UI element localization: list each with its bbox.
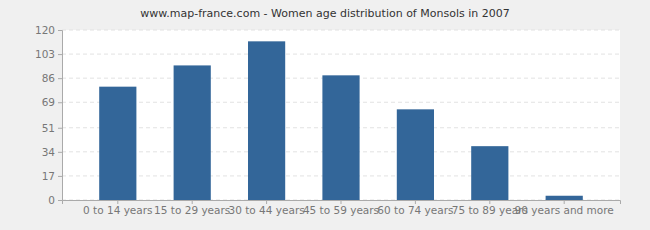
tick-mark	[489, 200, 490, 204]
tick-mark	[564, 200, 565, 204]
tick-label: 17	[42, 170, 55, 182]
bar	[248, 41, 285, 200]
tick: 15 to 29 years	[154, 200, 230, 216]
tick: 30 to 44 years	[229, 200, 305, 216]
grid	[62, 30, 620, 200]
tick-label: 0 to 14 years	[83, 204, 153, 216]
tick-mark	[341, 200, 342, 204]
tick-mark	[415, 200, 416, 204]
axis-line	[58, 31, 63, 201]
tick-label: 45 to 59 years	[303, 204, 379, 216]
tick: 0	[48, 194, 62, 206]
bar	[546, 196, 583, 200]
bar	[174, 65, 211, 200]
tick: 103	[35, 48, 62, 60]
bar	[322, 75, 359, 200]
tick: 45 to 59 years	[303, 200, 379, 216]
title: www.map-france.com - Women age distribut…	[140, 7, 509, 20]
bar	[471, 146, 508, 200]
tick-label: 120	[35, 24, 55, 36]
tick: 34	[42, 146, 62, 158]
tick-mark	[58, 102, 62, 103]
tick-label: 60 to 74 years	[377, 204, 453, 216]
tick-label: 90 years and more	[515, 204, 614, 216]
tick: 86	[42, 72, 62, 84]
tick-label: 30 to 44 years	[229, 204, 305, 216]
tick-label: 15 to 29 years	[154, 204, 230, 216]
tick: 60 to 74 years	[377, 200, 453, 216]
tick: 0 to 14 years	[83, 200, 153, 216]
tick-mark	[58, 128, 62, 129]
tick-label: 86	[42, 72, 56, 84]
tick: 120	[35, 24, 62, 36]
tick-mark	[117, 200, 118, 204]
tick: 90 years and more	[515, 200, 614, 216]
tick-mark	[58, 54, 62, 55]
tick-label: 34	[42, 146, 56, 158]
tick-label: 51	[42, 122, 55, 134]
tick-mark	[192, 200, 193, 204]
grid-line	[62, 54, 620, 55]
tick-mark	[266, 200, 267, 204]
tick-label: 0	[48, 194, 55, 206]
tick-mark	[58, 200, 62, 201]
bars	[99, 41, 583, 200]
plot-area	[62, 30, 620, 200]
tick-mark	[58, 176, 62, 177]
tick-mark	[58, 78, 62, 79]
tick-label: 69	[42, 96, 55, 108]
grid-line	[62, 30, 620, 31]
tick-label: 103	[35, 48, 55, 60]
tick: 51	[42, 122, 62, 134]
bar	[99, 87, 136, 200]
tick: 69	[42, 96, 62, 108]
bar	[397, 109, 434, 200]
x-axis: 0 to 14 years15 to 29 years30 to 44 year…	[63, 200, 621, 216]
background	[0, 0, 650, 230]
tick-mark	[58, 30, 62, 31]
tick-mark	[58, 152, 62, 153]
tick: 17	[42, 170, 62, 182]
y-axis: 0 17 34 51 69 86 103 120	[35, 24, 63, 206]
